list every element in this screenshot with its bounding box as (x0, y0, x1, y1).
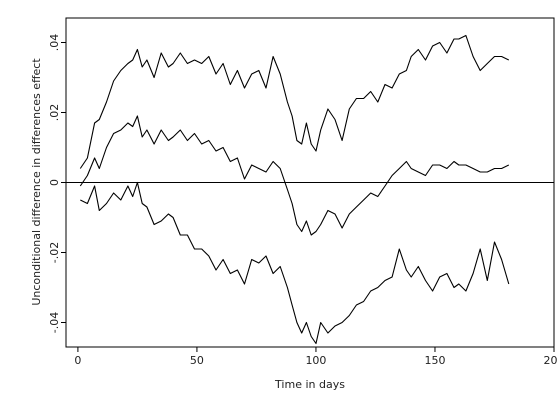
series-line-estimate (79, 115, 510, 236)
x-axis-ticks: 0 50 100 150 200 (74, 347, 558, 367)
y-tick-label: .04 (48, 34, 61, 52)
y-tick-label: .02 (48, 104, 61, 122)
y-axis-title: Unconditional difference in differences … (30, 58, 43, 306)
x-tick-label: 200 (544, 354, 558, 367)
y-tick-label: -.02 (48, 242, 61, 263)
series-line-lower (80, 181, 510, 345)
x-axis-title: Time in days (274, 378, 345, 391)
y-tick-label: 0 (48, 179, 61, 186)
series-lines (79, 34, 510, 345)
x-tick-label: 0 (74, 354, 81, 367)
x-tick-label: 150 (424, 354, 445, 367)
y-tick-label: -.04 (48, 312, 61, 333)
x-tick-label: 50 (190, 354, 204, 367)
y-axis-ticks: -.04 -.02 0 .02 .04 (48, 34, 66, 333)
series-line-upper (79, 34, 510, 169)
x-tick-label: 100 (305, 354, 326, 367)
